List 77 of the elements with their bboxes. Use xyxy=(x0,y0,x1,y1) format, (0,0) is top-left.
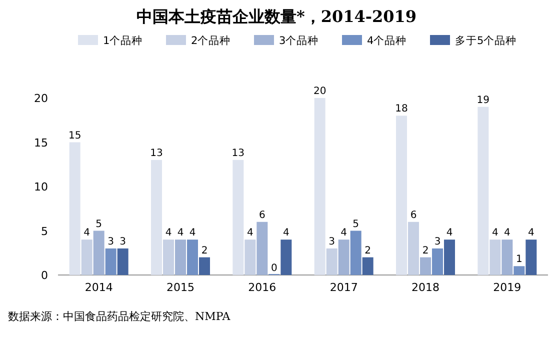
y-tick-label: 5 xyxy=(41,224,48,238)
bar xyxy=(93,230,104,275)
x-tick-label: 2014 xyxy=(84,281,113,294)
bar xyxy=(117,248,128,275)
bar xyxy=(514,266,525,275)
bar xyxy=(81,240,92,275)
y-tick-label: 0 xyxy=(41,269,48,282)
data-label: 4 xyxy=(492,228,498,239)
data-label: 3 xyxy=(108,236,114,248)
data-label: 6 xyxy=(258,210,266,221)
chart-title: 中国本土疫苗企业数量*，2014-2019 xyxy=(136,7,417,26)
data-label: 13 xyxy=(232,148,245,159)
bar xyxy=(151,160,162,275)
data-label: 0 xyxy=(270,263,278,274)
data-label: 3 xyxy=(434,236,441,248)
data-label: 2 xyxy=(364,245,372,256)
bar xyxy=(256,222,268,275)
legend-label: 3个品种 xyxy=(279,34,319,47)
bar xyxy=(478,106,489,275)
data-label: 4 xyxy=(165,228,172,239)
bar xyxy=(526,240,537,275)
bar xyxy=(232,160,244,275)
data-label: 3 xyxy=(120,236,126,248)
bar xyxy=(420,257,431,275)
bar xyxy=(396,116,407,275)
x-tick-label: 2017 xyxy=(330,281,358,294)
y-tick-label: 20 xyxy=(34,92,48,105)
data-label: 4 xyxy=(246,228,254,239)
x-tick-label: 2015 xyxy=(166,281,194,294)
data-label: 4 xyxy=(189,228,196,239)
data-label: 20 xyxy=(313,86,326,97)
x-tick-label: 2019 xyxy=(493,281,522,294)
bar xyxy=(199,257,210,275)
legend-label: 1个品种 xyxy=(103,34,143,47)
data-label: 6 xyxy=(410,210,417,221)
data-label: 4 xyxy=(504,228,510,239)
data-label: 19 xyxy=(476,94,490,106)
data-label: 4 xyxy=(282,228,290,239)
bar xyxy=(244,240,256,275)
bar xyxy=(490,240,501,275)
source-note: 数据来源：中国食品药品检定研究院、NMPA xyxy=(8,310,232,323)
data-label: 2 xyxy=(201,245,208,256)
legend-label: 4个品种 xyxy=(367,34,407,47)
data-label: 1 xyxy=(516,254,522,266)
data-label: 5 xyxy=(96,218,102,230)
data-label: 15 xyxy=(68,130,82,142)
data-label: 4 xyxy=(528,228,534,239)
data-label: 18 xyxy=(395,104,408,115)
bar xyxy=(350,230,362,275)
bar xyxy=(432,248,443,275)
bar xyxy=(314,98,326,275)
legend-label: 2个品种 xyxy=(191,34,231,47)
bar xyxy=(326,248,338,275)
y-tick-label: 15 xyxy=(34,136,48,150)
data-label: 4 xyxy=(446,228,453,239)
x-tick-label: 2016 xyxy=(248,281,276,294)
data-label: 5 xyxy=(352,218,360,230)
bar xyxy=(502,240,513,275)
data-label: 4 xyxy=(340,228,348,239)
data-label: 13 xyxy=(150,148,163,159)
data-label: 4 xyxy=(177,228,184,239)
data-label: 3 xyxy=(328,236,336,248)
bar xyxy=(175,240,186,275)
legend-label: 多于5个品种 xyxy=(455,34,517,47)
bar xyxy=(163,240,174,275)
x-tick-label: 2018 xyxy=(412,281,440,294)
bar xyxy=(105,248,116,275)
bar xyxy=(69,142,80,275)
bar xyxy=(338,240,350,275)
y-tick-label: 10 xyxy=(34,180,48,194)
bar xyxy=(362,257,374,275)
data-label: 2 xyxy=(422,245,429,256)
bar xyxy=(444,240,455,275)
data-label: 4 xyxy=(84,228,90,239)
bar xyxy=(187,240,198,275)
bar xyxy=(408,222,419,275)
bar xyxy=(280,240,292,275)
